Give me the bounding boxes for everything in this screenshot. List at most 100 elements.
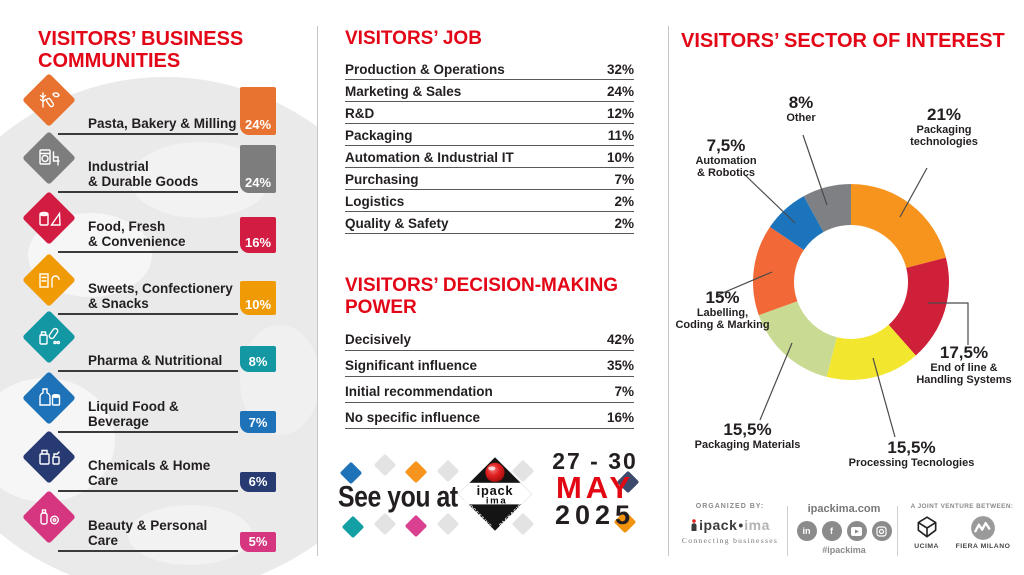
- sweets-icon: [30, 261, 68, 299]
- donut-label-end-of-line: 17,5% End of line & Handling Systems: [916, 343, 1012, 387]
- percentage-value: 16%: [244, 235, 272, 250]
- job-value: 11%: [607, 128, 634, 144]
- business-row-food-fresh: Food, Fresh & Convenience 16%: [0, 191, 317, 253]
- decision-label: Initial recommendation: [345, 383, 493, 399]
- percentage-value: 5%: [248, 534, 268, 549]
- sector-donut-chart: [717, 134, 969, 438]
- website-social-block: ipackima.com in f #ipackima: [794, 503, 894, 555]
- table-row: Purchasing 7%: [345, 168, 634, 191]
- percentage-value: 24%: [244, 117, 272, 132]
- organized-by-block: ORGANIZED BY: ipack • ima Connecting busin…: [676, 503, 784, 545]
- date-month: MAY: [555, 470, 635, 505]
- job-label: Packaging: [345, 128, 413, 144]
- ipack-ima-wordmark: ipack • ima: [676, 517, 784, 533]
- job-value: 7%: [614, 172, 634, 188]
- job-label: Quality & Safety: [345, 216, 449, 232]
- logo-word-top: ipack: [477, 483, 514, 498]
- business-communities-panel: VISITORS’ BUSINESS COMMUNITIES Pasta, Ba…: [0, 0, 317, 575]
- table-row: Quality & Safety 2%: [345, 212, 634, 235]
- category-label: Beauty & Personal Care: [88, 517, 208, 548]
- ucima-logo: UCIMA: [914, 515, 940, 550]
- fiera-milano-logo: FIERA MILANO: [956, 515, 1011, 550]
- decision-label: Significant influence: [345, 357, 478, 373]
- bakery-icon: [30, 81, 68, 119]
- decision-label: Decisively: [345, 331, 412, 347]
- percentage-bar: 7%: [240, 411, 276, 433]
- footer: ORGANIZED BY: ipack • ima Connecting busin…: [676, 503, 1020, 561]
- category-diamond: [22, 131, 76, 185]
- category-label: Pharma & Nutritional: [88, 352, 223, 368]
- joint-venture-block: A JOINT VENTURE BETWEEN: UCIMA FIERA MIL…: [904, 503, 1020, 550]
- business-row-pasta-bakery: Pasta, Bakery & Milling 24%: [0, 73, 317, 135]
- brand-tagline: Connecting businesses: [681, 536, 779, 545]
- donut-slice-automation-robotics: [769, 196, 824, 250]
- job-label: Purchasing: [345, 172, 419, 188]
- job-value: 12%: [606, 106, 634, 122]
- donut-slice-processing-tecnologies: [826, 324, 916, 380]
- food-icon: [30, 199, 68, 237]
- footer-separator: [897, 506, 898, 556]
- job-label: Production & Operations: [345, 62, 505, 78]
- person-icon: [691, 518, 697, 531]
- donut-label-labelling-coding: 15% Labelling, Coding & Marking: [675, 288, 770, 332]
- table-row: Initial recommendation 7%: [345, 377, 634, 403]
- category-diamond: [22, 253, 76, 307]
- business-communities-title: VISITORS’ BUSINESS COMMUNITIES: [38, 28, 244, 73]
- job-label: R&D: [345, 106, 375, 122]
- category-diamond: [22, 310, 76, 364]
- see-you-at-banner: See you at ipack ima PROCESSING PACKAGIN…: [330, 445, 652, 570]
- percentage-bar: 24%: [240, 145, 276, 193]
- donut-slice-packaging-technologies: [851, 184, 946, 268]
- category-label: Pasta, Bakery & Milling: [88, 115, 237, 131]
- jobs-table: Production & Operations 32% Marketing & S…: [345, 58, 634, 235]
- industrial-icon: [30, 139, 68, 177]
- sector-of-interest-panel: VISITORS’ SECTOR OF INTEREST 8% Other 21…: [668, 0, 1024, 575]
- business-row-chemicals: Chemicals & Home Care 6%: [0, 430, 317, 492]
- decor-diamond: [404, 514, 428, 538]
- logo-sphere: [485, 462, 505, 482]
- decision-value: 35%: [606, 357, 634, 373]
- hashtag: #ipackima: [822, 545, 866, 555]
- decision-value: 7%: [614, 383, 634, 399]
- donut-slice-other: [803, 184, 851, 233]
- decision-value: 16%: [606, 409, 634, 425]
- category-diamond: [22, 430, 76, 484]
- column-divider: [317, 26, 318, 556]
- percentage-bar: 5%: [240, 532, 276, 552]
- leader-lines: [717, 134, 969, 438]
- category-label: Sweets, Confectionery & Snacks: [88, 280, 233, 311]
- category-diamond: [22, 490, 76, 544]
- chemicals-icon: [30, 438, 68, 476]
- decision-value: 42%: [606, 331, 634, 347]
- category-label: Liquid Food & Beverage: [88, 398, 179, 429]
- decor-diamond: [341, 515, 365, 539]
- instagram-icon[interactable]: [871, 521, 892, 541]
- job-value: 2%: [614, 194, 634, 210]
- linkedin-icon[interactable]: in: [796, 521, 817, 541]
- website-link[interactable]: ipackima.com: [807, 503, 881, 515]
- table-row: Significant influence 35%: [345, 351, 634, 377]
- event-date: 27 - 30 MAY 2025: [542, 450, 648, 529]
- table-row: Logistics 2%: [345, 190, 634, 213]
- logo-word-bottom: ima: [486, 496, 507, 507]
- donut-label-packaging-materials: 15,5% Packaging Materials: [694, 420, 801, 451]
- facebook-icon[interactable]: f: [821, 521, 842, 541]
- job-value: 2%: [614, 216, 634, 232]
- decision-power-table: Decisively 42% Significant influence 35% I…: [345, 325, 634, 429]
- category-label: Food, Fresh & Convenience: [88, 218, 186, 249]
- percentage-value: 8%: [248, 354, 268, 369]
- social-icons: in f: [794, 521, 894, 541]
- category-label: Chemicals & Home Care: [88, 457, 211, 488]
- percentage-bar: 10%: [240, 281, 276, 315]
- donut-slice-end-of-line-handling-systems: [888, 257, 949, 356]
- liquid-icon: [30, 379, 68, 417]
- joint-venture-label: A JOINT VENTURE BETWEEN:: [910, 503, 1014, 510]
- percentage-value: 10%: [244, 297, 272, 312]
- table-row: Packaging 11%: [345, 124, 634, 147]
- donut-label-other: 8% Other: [786, 93, 816, 124]
- job-value: 24%: [606, 84, 634, 100]
- youtube-icon[interactable]: [846, 521, 867, 541]
- decor-diamond: [373, 453, 397, 477]
- business-row-industrial: Industrial & Durable Goods 24%: [0, 131, 317, 193]
- category-diamond: [22, 371, 76, 425]
